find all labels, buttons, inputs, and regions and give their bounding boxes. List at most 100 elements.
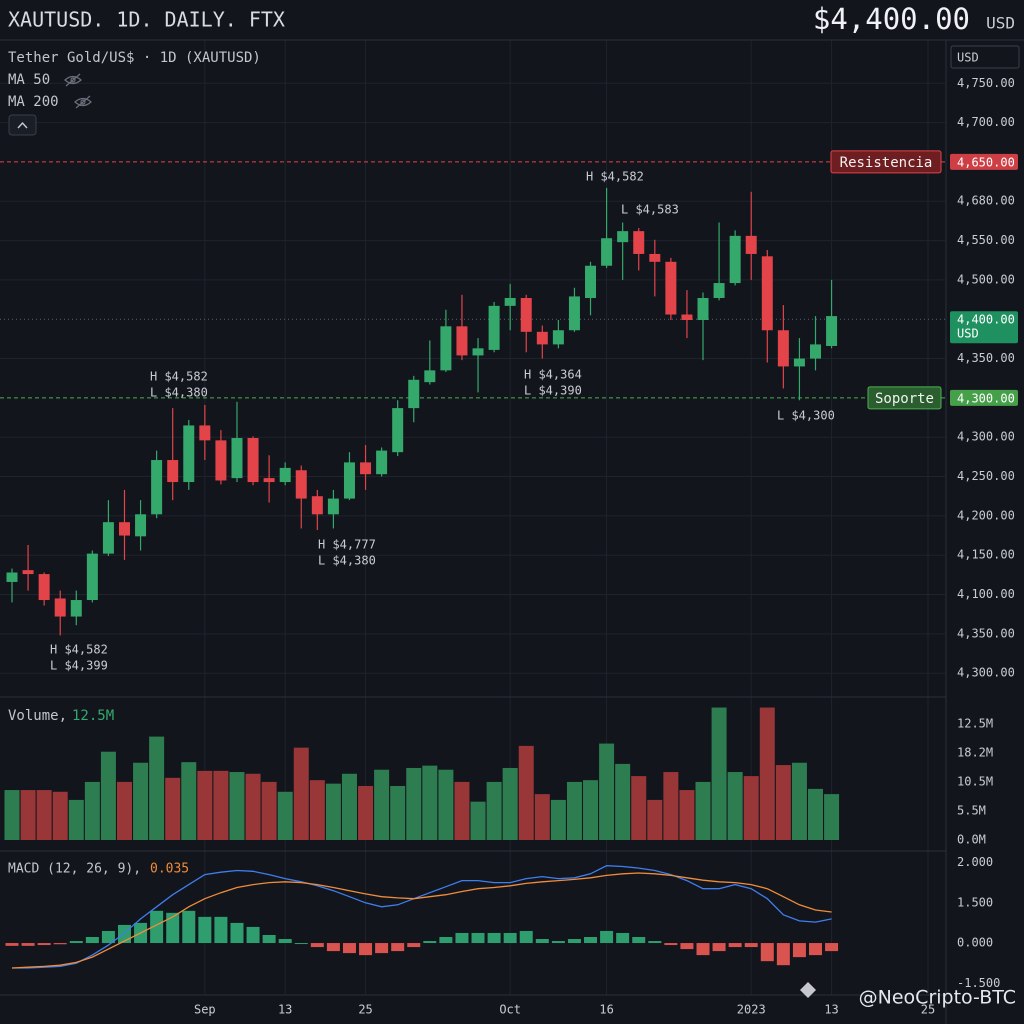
collapse-button[interactable] bbox=[8, 114, 37, 136]
macd-histogram-bar bbox=[101, 930, 115, 944]
candle-body bbox=[376, 450, 388, 475]
macd-histogram-bar bbox=[776, 943, 790, 966]
annotation: L $4,380 bbox=[150, 386, 208, 400]
candle-body bbox=[697, 297, 709, 321]
collapse-icon bbox=[17, 121, 28, 129]
macd-histogram-bar bbox=[294, 943, 308, 945]
eye-icon[interactable] bbox=[64, 73, 82, 87]
annotation: L $4,300 bbox=[777, 409, 835, 423]
candle-body bbox=[713, 283, 725, 298]
level-name-box bbox=[867, 386, 942, 410]
candle-body bbox=[151, 460, 163, 515]
volume-bar bbox=[100, 751, 116, 840]
y-tick-label: -1.500 bbox=[957, 976, 1000, 990]
candle-body bbox=[617, 231, 629, 243]
macd-histogram-bar bbox=[760, 943, 774, 962]
volume-bar bbox=[229, 772, 245, 840]
annotation: L $4,380 bbox=[318, 554, 376, 568]
level-badge-label: 4,650.00 bbox=[957, 155, 1015, 169]
volume-bar bbox=[808, 788, 823, 840]
macd-histogram-bar bbox=[728, 943, 742, 948]
indicator[interactable]: MA 50 bbox=[8, 72, 50, 88]
volume-bar bbox=[277, 791, 293, 840]
candle-body bbox=[311, 496, 323, 515]
level-badge-label: 4,300.00 bbox=[957, 391, 1015, 405]
candle-body bbox=[231, 438, 243, 479]
volume-bar bbox=[20, 790, 36, 840]
candle-body bbox=[440, 326, 452, 371]
volume-bar bbox=[518, 745, 534, 840]
macd-histogram-bar bbox=[503, 932, 517, 944]
y-tick-label: 4,680.00 bbox=[957, 194, 1015, 208]
candle-body bbox=[135, 514, 147, 537]
macd-last: 0.035 bbox=[150, 862, 189, 877]
macd-histogram-bar bbox=[230, 922, 244, 944]
volume-bar bbox=[261, 781, 277, 840]
y-tick-label: 4,300.00 bbox=[957, 430, 1015, 444]
macd-histogram-bar bbox=[696, 943, 710, 956]
eye-icon[interactable] bbox=[74, 95, 92, 109]
volume-bar bbox=[824, 794, 840, 840]
y-tick-label: 4,550.00 bbox=[957, 233, 1015, 247]
macd-histogram-bar bbox=[21, 943, 35, 946]
macd-histogram-bar bbox=[825, 943, 839, 952]
volume-bar bbox=[116, 781, 132, 840]
annotation: L $4,583 bbox=[621, 203, 679, 217]
candle-body bbox=[102, 522, 114, 554]
watermark: @NeoCripto-BTC bbox=[859, 987, 1016, 1009]
macd-line bbox=[12, 865, 832, 969]
candle-body bbox=[54, 598, 66, 617]
macd-histogram-bar bbox=[69, 941, 83, 944]
level-name: Resistencia bbox=[840, 155, 933, 171]
level-badge bbox=[950, 389, 1018, 406]
volume-bar bbox=[213, 770, 229, 840]
candle-body bbox=[504, 297, 516, 306]
level-badge bbox=[950, 153, 1018, 170]
volume-bar bbox=[36, 790, 52, 840]
volume-bar bbox=[52, 791, 68, 840]
annotation: H $4,364 bbox=[524, 368, 582, 382]
candle-body bbox=[472, 348, 484, 356]
volume-bar bbox=[293, 747, 309, 840]
volume-bar bbox=[422, 765, 438, 840]
symbol-title: Tether Gold/US$ · 1D (XAUTUSD) bbox=[8, 50, 261, 66]
macd-histogram-bar bbox=[5, 943, 19, 946]
annotation: H $4,582 bbox=[50, 643, 108, 657]
candle-body bbox=[601, 238, 613, 266]
y-tick-label: 0.000 bbox=[957, 936, 993, 950]
candle-body bbox=[810, 344, 821, 359]
candle-body bbox=[38, 574, 50, 601]
volume-bar bbox=[470, 801, 486, 840]
volume-bar bbox=[711, 707, 727, 840]
macd-histogram-bar bbox=[391, 943, 405, 952]
y-tick-label: 2.000 bbox=[957, 855, 993, 869]
y-tick-label: 4,300.00 bbox=[957, 666, 1015, 680]
macd-histogram-bar bbox=[712, 943, 726, 952]
volume-bar bbox=[663, 772, 679, 840]
volume-bar bbox=[133, 762, 149, 840]
y-tick-label: 4,350.00 bbox=[957, 626, 1015, 640]
indicator[interactable]: MA 200 bbox=[8, 94, 59, 110]
axis-unit: USD bbox=[957, 51, 979, 65]
x-tick-label: 25 bbox=[921, 1003, 935, 1017]
volume-bar bbox=[309, 780, 325, 840]
candle-body bbox=[456, 326, 468, 356]
y-tick-label: 10.5M bbox=[957, 774, 993, 788]
candle-body bbox=[22, 570, 34, 575]
macd-title: MACD (12, 26, 9), bbox=[8, 862, 141, 877]
y-tick-label: 4,500.00 bbox=[957, 272, 1015, 286]
macd-histogram-bar bbox=[648, 941, 662, 944]
candle-body bbox=[681, 314, 693, 321]
annotation: H $4,582 bbox=[150, 370, 208, 384]
y-tick-label: 4,250.00 bbox=[957, 469, 1015, 483]
candle-body bbox=[279, 467, 291, 483]
last-price-badge bbox=[950, 311, 1018, 344]
candle-body bbox=[263, 478, 275, 483]
volume-bar bbox=[181, 762, 197, 840]
macd-histogram-bar bbox=[214, 916, 228, 944]
x-tick-label: 25 bbox=[358, 1003, 372, 1017]
volume-bar bbox=[502, 767, 518, 840]
macd-histogram-bar bbox=[664, 943, 678, 946]
grid-layer bbox=[0, 40, 945, 995]
